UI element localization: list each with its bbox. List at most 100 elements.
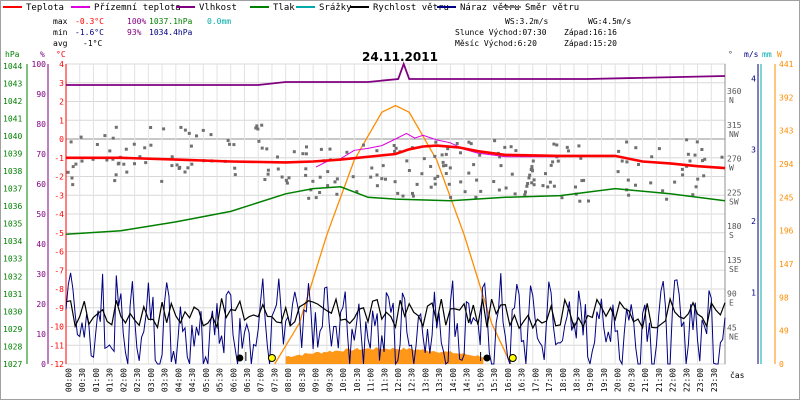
wind-direction-point [132,142,136,146]
tick-label-time: 13:00 [421,368,430,392]
tick-label-temp: -6 [54,248,64,257]
legend-item-rychlost-vetru: Rychlost větru [350,3,449,13]
tick-label-hpa: 1039 [3,149,22,158]
wind-direction-point [280,175,284,179]
wind-direction-point [232,143,236,147]
tick-label-time: 20:00 [614,368,623,392]
grid [65,63,726,365]
series-solar-fill [285,347,484,364]
wind-direction-point [444,163,448,167]
tick-label-temp: 1 [59,116,64,125]
wind-direction-point [301,152,305,156]
wind-direction-point [326,170,330,174]
wind-direction-point [686,152,690,156]
wind-direction-point [393,149,397,153]
wind-direction-point [702,174,706,178]
wind-direction-point [578,199,582,203]
legend-label-naraz-vetru: Náraz větru [460,3,520,13]
stat-max-press: 1037.1hPa [149,17,193,26]
tick-label-w: 147 [779,260,794,269]
wind-direction-point [287,176,291,180]
wind-direction-point [394,146,398,150]
tick-label-hpa: 1040 [3,132,22,141]
tick-label-time: 08:30 [298,368,307,392]
tick-label-temp: 4 [59,60,64,69]
axis-label-ms: m/s [744,50,759,59]
tick-label-time: 09:30 [325,368,334,392]
legend-label-vlhkost: Vlhkost [199,3,237,13]
wind-direction-point [587,199,590,203]
wind-direction-point [228,142,231,146]
wind-direction-point [549,163,553,167]
tick-label-hpa: 1031 [3,290,22,299]
tick-label-w: 245 [779,193,794,202]
wind-direction-point [260,123,264,127]
wind-direction-point [555,143,559,147]
wind-direction-point [526,182,530,185]
wind-direction-point [532,183,536,187]
wind-direction-point [79,135,83,139]
wind-direction-point [370,166,374,170]
wind-direction-point [474,195,478,199]
wind-direction-point [579,156,583,160]
sunset-marker [508,354,517,362]
wind-direction-point [446,147,450,151]
wind-direction-point [105,158,109,162]
wind-direction-point [415,182,419,186]
tick-label-time: 22:00 [669,368,678,392]
tick-label-time: 22:30 [682,368,691,392]
tick-label-temp: -8 [54,285,64,294]
tick-label-time: 23:00 [696,368,705,392]
tick-label-time: 11:00 [367,368,376,392]
chart-title: 24.11.2011 [362,50,438,64]
wind-direction-point [111,157,115,161]
info-ws: WS:3.2m/s [505,17,549,26]
wind-direction-point [673,180,677,184]
tick-label-time: 02:00 [119,368,128,392]
wind-direction-point [318,175,322,179]
tick-label-hum: 60 [36,180,46,189]
wind-direction-point [355,190,359,194]
wind-direction-point [304,152,308,156]
tick-label-time: 10:00 [339,368,348,392]
wind-direction-point [311,179,315,183]
tick-label-time: 10:30 [353,368,362,392]
tick-label-time: 11:30 [380,368,389,392]
tick-label-hum: 30 [36,270,46,279]
wind-direction-point [625,160,629,164]
tick-label-time: 17:30 [545,368,554,392]
wind-direction-point [91,157,95,161]
wind-direction-point [392,144,396,147]
wind-direction-point [513,192,517,196]
tick-label-time: 14:00 [449,368,458,392]
tick-label-dir: 135 [727,256,742,265]
stat-max-temp: -0.3°C [75,17,104,26]
wind-direction-point [530,181,534,185]
tick-label-ms: 3 [751,146,756,155]
info-sun-rise: Slunce Východ:07:30 [455,28,547,37]
tick-label-time: 06:00 [229,368,238,392]
legend-label-srazky: Srážky [319,3,352,13]
wind-direction-point [527,176,531,180]
wind-direction-point [634,146,638,150]
stat-min-label: min [53,28,68,37]
wind-direction-point [685,138,689,142]
wind-direction-point [463,190,467,194]
info-moon-rise: Měsíc Východ:6:20 [455,39,537,48]
wind-direction-point [448,166,452,170]
wind-direction-point [625,140,629,144]
wind-direction-point [189,144,193,148]
wind-direction-point [574,185,577,189]
tick-label-time: 19:00 [586,368,595,392]
series-ground-temperature [315,132,561,168]
wind-direction-point [695,140,699,144]
axis-unit-labels: hPa % °C ° m/s mm W čas [5,50,782,380]
wind-direction-point [475,178,479,182]
wind-direction-point [523,193,527,197]
legend-label-rychlost-vetru: Rychlost větru [373,3,449,13]
wind-direction-point [528,173,532,177]
tick-label-temp: -3 [54,191,64,200]
wind-direction-point [257,139,261,143]
wind-direction-point [627,193,631,197]
